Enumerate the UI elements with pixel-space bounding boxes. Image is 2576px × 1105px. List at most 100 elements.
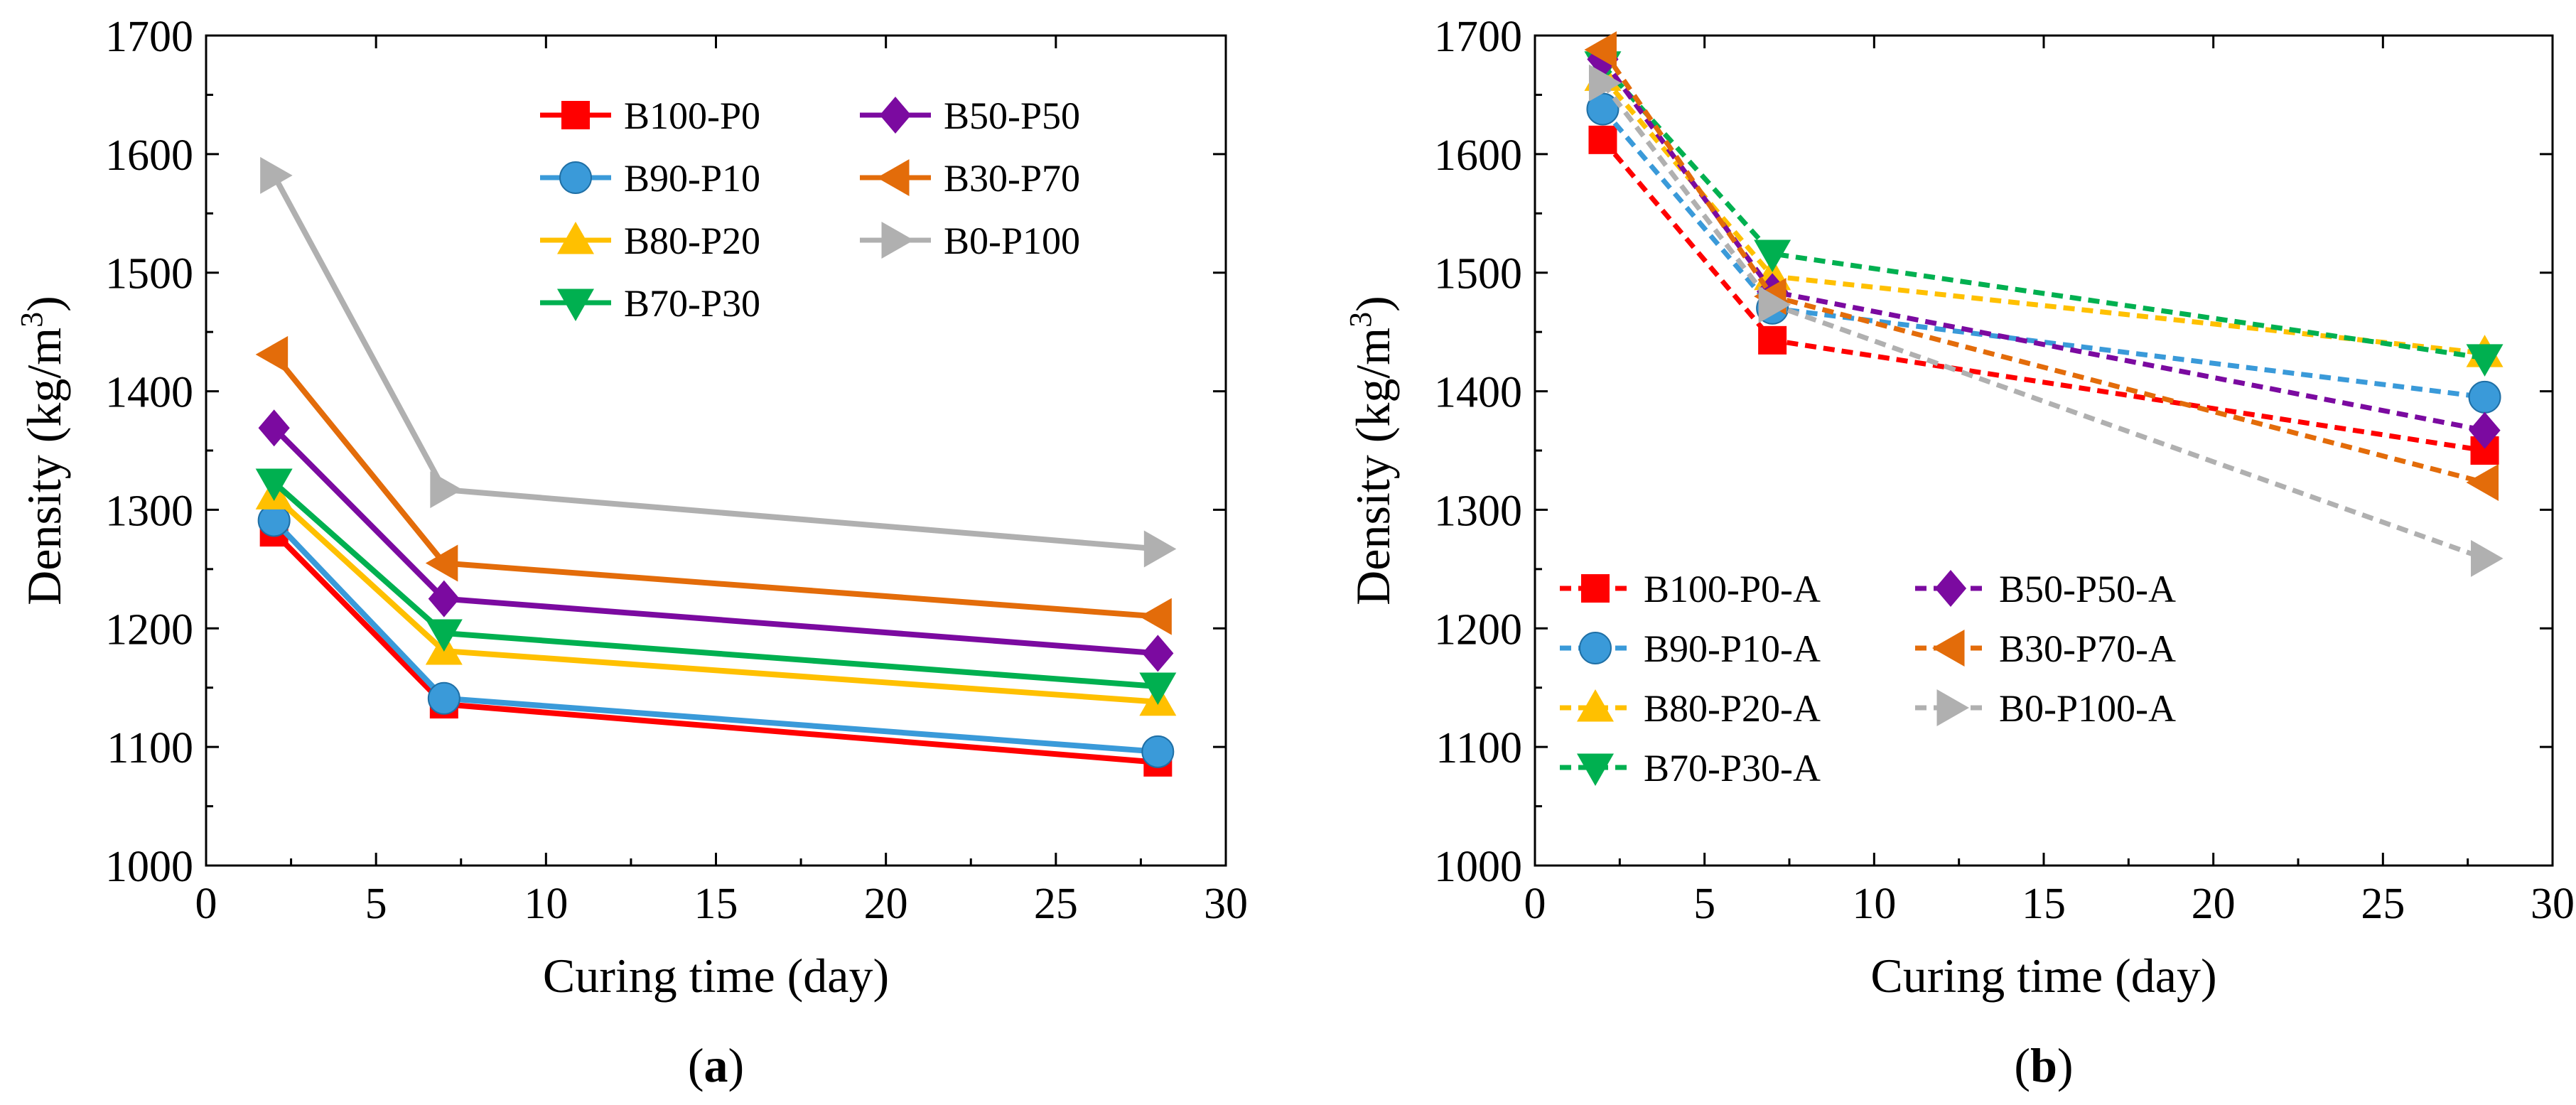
y-axis-title-main: Density (kg/m (17, 328, 71, 605)
legend-label: B0-P100-A (1999, 687, 2176, 730)
panel-tag-open: ( (688, 1038, 704, 1092)
x-tick-label: 30 (1204, 880, 1248, 928)
y-tick-label: 1500 (1434, 250, 1522, 298)
series-B50-P50-A (1587, 41, 2501, 449)
legend-marker (559, 161, 592, 194)
x-tick-label: 15 (694, 880, 738, 928)
y-axis-title-close: ) (1346, 296, 1400, 312)
legend-a: B100-P0 B90-P10 B80-P20 B70-P30 B50-P50 B30-P… (540, 95, 1080, 325)
y-tick-label: 1700 (1434, 13, 1522, 61)
legend-marker (1581, 574, 1610, 603)
x-tick-label: 5 (365, 880, 387, 928)
series-B100-P0-A (1588, 125, 2499, 465)
x-axis-title: Curing time (day) (543, 949, 889, 1003)
panel-tag-a: (a) (688, 1038, 744, 1092)
legend-item: B90-P10 (540, 157, 760, 200)
legend-item: B80-P20-A (1560, 687, 1821, 730)
y-tick-label: 1100 (1435, 724, 1522, 772)
series-B70-P30 (255, 468, 1177, 706)
series-B0-P100-A (1588, 64, 2504, 577)
legend-label: B90-P10 (624, 157, 760, 200)
data-point (2466, 464, 2499, 502)
legend-label: B100-P0 (624, 95, 760, 137)
legend-label: B30-P70 (944, 157, 1080, 200)
legend-marker (557, 289, 594, 321)
y-tick-label: 1400 (1434, 369, 1522, 417)
y-tick-label: 1300 (105, 487, 193, 535)
legend-item: B50-P50-A (1915, 568, 2176, 610)
data-point (1758, 325, 1787, 355)
legend-label: B70-P30-A (1644, 747, 1821, 789)
data-point (1754, 239, 1791, 273)
x-tick-label: 5 (1693, 880, 1715, 928)
series-B90-P10 (257, 504, 1175, 768)
x-tick-label: 15 (2022, 880, 2066, 928)
legend-b: B100-P0-A B90-P10-A B80-P20-A B70-P30-A B50-… (1560, 568, 2176, 789)
y-tick-label: 1400 (105, 369, 193, 417)
series-line (1600, 107, 2485, 400)
x-tick-label: 25 (2361, 880, 2405, 928)
data-point (1143, 530, 1177, 568)
series-B70-P30-A (1584, 51, 2504, 377)
data-point (2468, 380, 2501, 414)
series-line (271, 518, 1158, 755)
series-line (1600, 63, 2486, 361)
legend-marker (561, 101, 590, 129)
panel-tag-open: ( (2014, 1038, 2030, 1092)
legend-label: B80-P20-A (1644, 687, 1821, 730)
plot-frame-b (1534, 34, 2554, 867)
data-point (255, 468, 293, 502)
panel-tag-b: (b) (2014, 1038, 2073, 1092)
data-point (257, 504, 291, 537)
series-B80-P20-A (1584, 58, 2504, 367)
chart-panel-b: 0 5 10 15 20 25 30 1000 1100 1200 1300 1400 1500 1600… (1343, 13, 2575, 1092)
y-axis-title: Density (kg/m3) (14, 296, 71, 605)
data-point (430, 471, 463, 509)
legend-marker (1577, 689, 1614, 722)
legend-marker (1934, 570, 1967, 607)
y-tick-label: 1200 (1434, 605, 1522, 654)
data-point (2466, 344, 2504, 377)
data-point (428, 580, 460, 618)
legend-marker (1577, 753, 1614, 786)
series-line (1600, 81, 2486, 561)
y-tick-label: 1100 (107, 724, 193, 772)
legend-item: B70-P30-A (1560, 747, 1821, 789)
data-point (2469, 411, 2501, 449)
chart-panel-a: 0 5 10 15 20 25 30 1000 1100 1200 1300 1400 1500 1600… (14, 13, 1248, 1092)
data-point (1142, 635, 1174, 672)
legend-label: B30-P70-A (1999, 627, 2176, 670)
legend-item: B100-P0 (540, 95, 760, 137)
data-point (1588, 64, 1622, 102)
x-tick-label: 10 (1852, 880, 1896, 928)
series-line (271, 352, 1158, 620)
y-axis-title-close: ) (17, 296, 71, 312)
y-tick-label: 1600 (105, 131, 193, 180)
x-tick-label: 20 (2192, 880, 2236, 928)
legend-item: B90-P10-A (1560, 627, 1821, 670)
y-tick-label: 1500 (105, 250, 193, 298)
data-point (1139, 672, 1177, 706)
x-tick-label: 0 (195, 880, 217, 928)
panel-tag-letter: a (704, 1038, 728, 1092)
data-point (1139, 598, 1172, 635)
legend-label: B100-P0-A (1644, 568, 1821, 610)
series-line (1600, 58, 2486, 433)
legend-item: B0-P100-A (1915, 687, 2176, 730)
legend-item: B80-P20 (540, 220, 760, 262)
legend-item: B100-P0-A (1560, 568, 1821, 610)
legend-item: B70-P30 (540, 282, 760, 325)
legend-label: B50-P50 (944, 95, 1080, 137)
data-point (1758, 286, 1791, 323)
y-tick-label: 1300 (1434, 487, 1522, 535)
data-point (260, 156, 293, 194)
legend-label: B90-P10-A (1644, 627, 1821, 670)
x-tick-label: 0 (1524, 880, 1546, 928)
x-axis-title: Curing time (day) (1870, 949, 2216, 1003)
panel-tag-letter: b (2030, 1038, 2057, 1092)
data-point (2471, 539, 2504, 577)
y-tick-label: 1700 (105, 13, 193, 61)
legend-item: B0-P100 (860, 220, 1080, 262)
